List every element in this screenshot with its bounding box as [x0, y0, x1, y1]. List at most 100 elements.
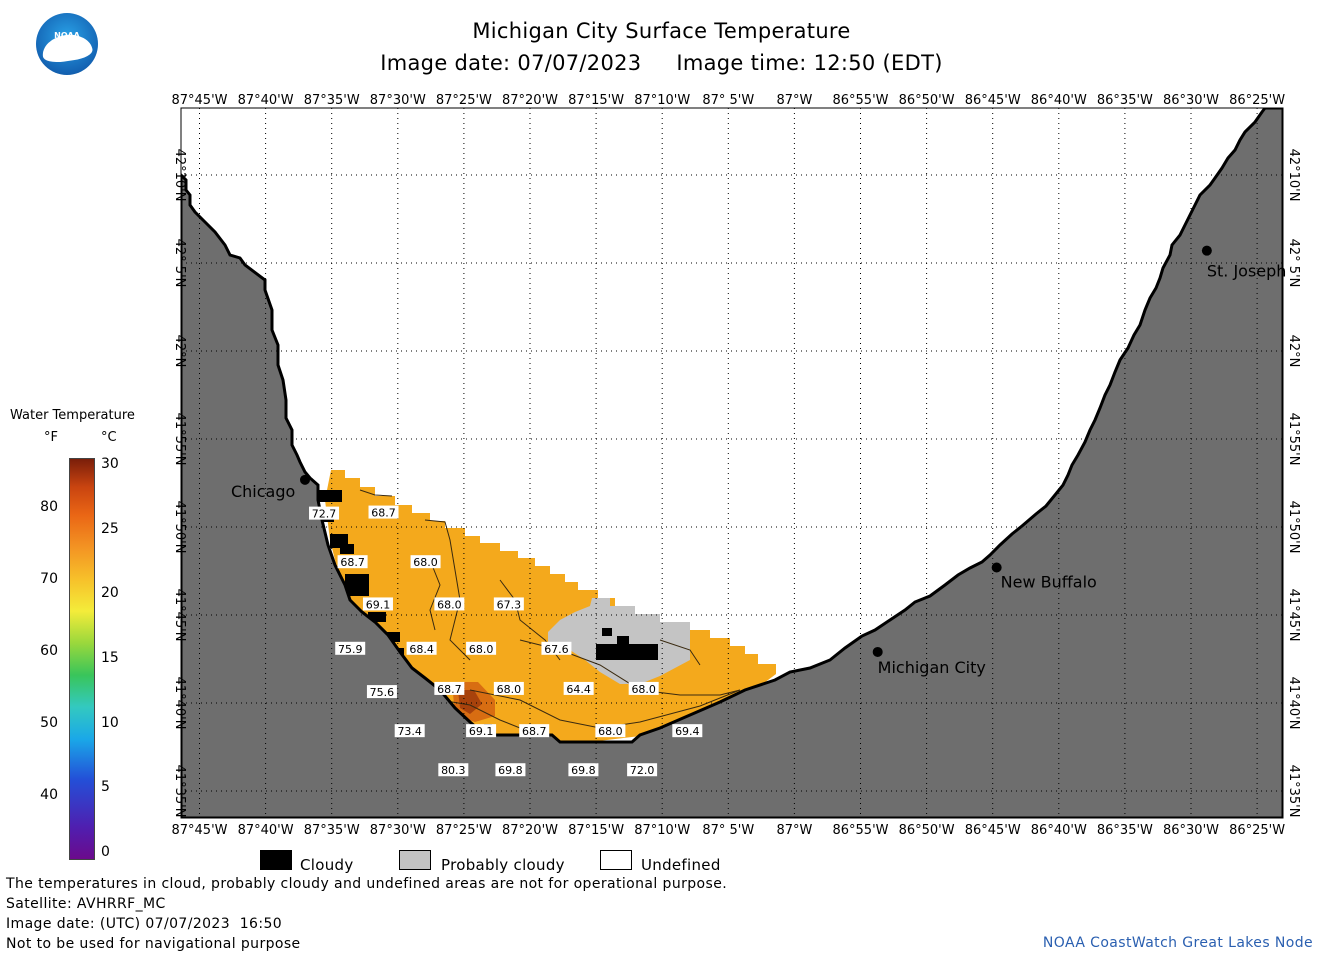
city-dot	[872, 646, 883, 657]
temperature-value: 68.4	[406, 641, 437, 656]
c-tick: 25	[101, 520, 119, 537]
map-frame	[180, 107, 1284, 819]
c-tick: 0	[101, 844, 110, 860]
city-label: St. Joseph	[1207, 262, 1287, 281]
credit-link[interactable]: NOAA CoastWatch Great Lakes Node	[1042, 935, 1313, 951]
city-label: New Buffalo	[1001, 572, 1097, 591]
lon-label-bottom: 87°45'W	[171, 823, 227, 838]
svg-text:69.1: 69.1	[469, 725, 494, 738]
temperature-value: 69.4	[672, 724, 703, 738]
lon-label-bottom: 87°40'W	[238, 823, 294, 838]
temperature-value: 68.7	[337, 555, 368, 569]
svg-text:68.4: 68.4	[409, 643, 434, 656]
temperature-value: 68.7	[434, 681, 465, 696]
svg-text:68.0: 68.0	[497, 683, 522, 696]
lon-label-bottom: 87°10'W	[634, 823, 690, 838]
lat-label-left: 42°N	[172, 335, 187, 368]
svg-text:64.4: 64.4	[566, 683, 591, 696]
svg-text:73.4: 73.4	[397, 725, 422, 738]
svg-text:72.7: 72.7	[312, 508, 337, 521]
svg-text:75.9: 75.9	[338, 643, 363, 656]
city-dot	[299, 474, 310, 485]
temperature-value: 69.1	[362, 597, 393, 611]
satellite-info: Satellite: AVHRRF_MC	[6, 896, 166, 912]
lon-label-top: 86°40'W	[1031, 93, 1087, 108]
svg-text:67.6: 67.6	[544, 643, 569, 656]
svg-text:69.8: 69.8	[571, 764, 596, 777]
f-tick: 40	[40, 786, 58, 803]
svg-text:72.0: 72.0	[630, 764, 655, 777]
lon-label-bottom: 86°50'W	[899, 823, 955, 838]
land-mass	[181, 108, 1283, 818]
noaa-logo: NOAA	[36, 13, 98, 75]
navigation-disclaimer: Not to be used for navigational purpose	[6, 936, 301, 952]
lon-label-bottom: 87°30'W	[370, 823, 426, 838]
lon-label-bottom: 86°30'W	[1163, 823, 1219, 838]
lat-lon-grid: 87°45'W 87°45'W 87°40'W 87°40'W 87°35'W 87°35…	[171, 93, 1301, 838]
temperature-value: 80.3	[438, 763, 469, 777]
svg-text:68.0: 68.0	[437, 598, 462, 611]
lon-label-bottom: 87°20'W	[502, 823, 558, 838]
lon-label-bottom: 86°45'W	[965, 823, 1021, 838]
temperature-value: 69.1	[466, 724, 497, 738]
lon-label-top: 86°55'W	[832, 93, 888, 108]
utc-image-date: Image date: (UTC) 07/07/2023 16:50	[6, 916, 283, 932]
lon-label-bottom: 87°W	[776, 823, 812, 838]
legend-unit-f: °F	[44, 430, 58, 445]
lat-label-right: 41°45'N	[1286, 589, 1301, 642]
lon-label-top: 87°W	[776, 93, 812, 108]
lon-label-bottom: 86°35'W	[1097, 823, 1153, 838]
svg-text:68.7: 68.7	[437, 683, 462, 696]
page-title: Michigan City Surface Temperature	[472, 19, 851, 43]
city-markers: Chicago Michigan City New Buffalo St. Josep…	[231, 245, 1287, 677]
temperature-value: 73.4	[394, 724, 425, 738]
c-tick: 20	[101, 585, 119, 602]
city-label: Chicago	[231, 482, 295, 501]
lat-label-right: 41°50'N	[1286, 501, 1301, 554]
lon-label-top: 86°35'W	[1097, 93, 1153, 108]
svg-text:67.3: 67.3	[497, 598, 522, 611]
probably-cloudy-label: Probably cloudy	[441, 856, 565, 874]
lon-label-bottom: 87°35'W	[304, 823, 360, 838]
svg-text:69.8: 69.8	[498, 764, 523, 777]
svg-text:68.0: 68.0	[469, 643, 494, 656]
c-tick: 15	[101, 650, 119, 666]
undefined-label: Undefined	[641, 856, 721, 874]
lon-label-top: 87°15'W	[568, 93, 624, 108]
f-tick: 50	[40, 714, 58, 731]
svg-text:69.1: 69.1	[366, 598, 391, 611]
temperature-value: 68.7	[519, 724, 550, 738]
lat-label-right: 41°40'N	[1286, 677, 1301, 730]
lon-label-top: 87° 5'W	[702, 93, 754, 108]
svg-text:80.3: 80.3	[441, 764, 466, 777]
lon-label-top: 87°30'W	[370, 93, 426, 108]
temperature-value: 69.8	[495, 763, 526, 777]
city-dot	[1201, 245, 1212, 256]
lon-label-top: 87°20'W	[502, 93, 558, 108]
temperature-value: 68.0	[595, 724, 626, 738]
svg-text:68.0: 68.0	[598, 725, 623, 738]
lon-label-top: 86°50'W	[899, 93, 955, 108]
lat-label-left: 41°55'N	[172, 413, 187, 466]
svg-text:68.7: 68.7	[522, 725, 547, 738]
lon-label-top: 86°45'W	[965, 93, 1021, 108]
city-dot	[991, 562, 1002, 573]
lat-label-right: 42° 5'N	[1286, 239, 1301, 288]
lon-label-bottom: 87°15'W	[568, 823, 624, 838]
lat-label-left: 42°10'N	[172, 149, 187, 202]
svg-text:68.0: 68.0	[413, 556, 438, 569]
svg-text:68.7: 68.7	[371, 507, 396, 520]
disclaimer-note: The temperatures in cloud, probably clou…	[6, 876, 728, 892]
lon-label-bottom: 86°40'W	[1031, 823, 1087, 838]
f-tick: 80	[40, 499, 58, 516]
image-datetime: Image date: 07/07/2023 Image time: 12:50…	[380, 51, 943, 75]
lat-label-left: 41°50'N	[172, 501, 187, 554]
temperature-value: 75.6	[366, 685, 397, 699]
temperature-value: 75.9	[335, 641, 366, 656]
temperature-value: 72.0	[627, 763, 658, 777]
lon-label-top: 87°25'W	[436, 93, 492, 108]
lon-label-top: 87°40'W	[238, 93, 294, 108]
lon-label-bottom: 87°25'W	[436, 823, 492, 838]
lon-label-bottom: 86°25'W	[1229, 823, 1285, 838]
